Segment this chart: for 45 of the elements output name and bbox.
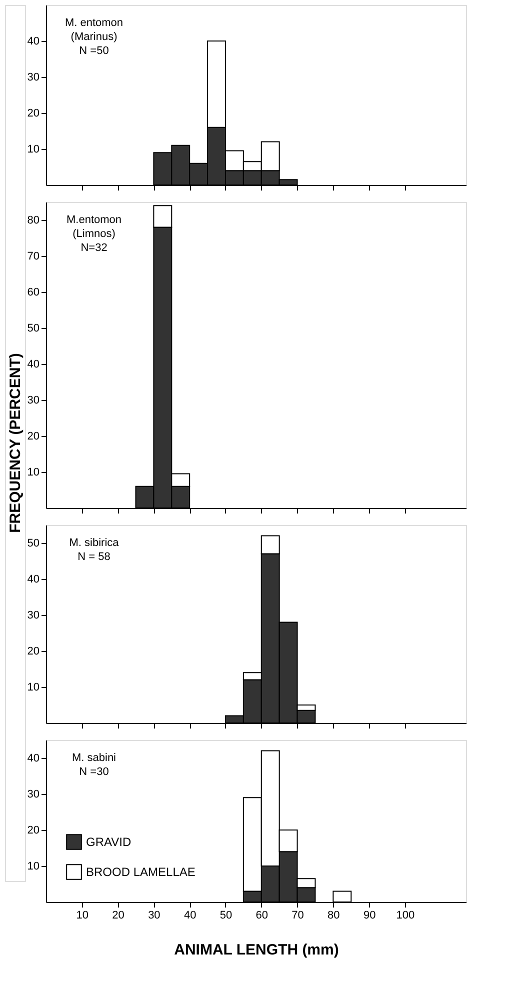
annotation: M. sibirica	[69, 537, 120, 549]
y-tick-label: 20	[27, 430, 40, 442]
annotation: N =50	[79, 45, 109, 57]
x-tick-label: 40	[184, 910, 196, 922]
annotation: N = 58	[78, 551, 110, 563]
y-axis-title: FREQUENCY (PERCENT)	[7, 353, 24, 533]
x-tick-label: 70	[292, 910, 304, 922]
y-tick-label: 30	[27, 610, 40, 622]
y-tick-label: 40	[27, 36, 40, 48]
annotation: N =30	[79, 766, 109, 778]
y-tick-label: 10	[27, 860, 40, 872]
x-tick-label: 10	[76, 910, 89, 922]
y-tick-label: 30	[27, 788, 40, 800]
y-tick-label: 20	[27, 824, 40, 836]
annotation: N=32	[80, 242, 108, 254]
annotation: (Marinus)	[70, 31, 118, 43]
annotation: M. sabini	[72, 752, 116, 764]
y-tick-label: 20	[27, 108, 40, 120]
y-tick-label: 50	[27, 322, 40, 334]
x-tick-label: 80	[328, 910, 340, 922]
x-axis-title: ANIMAL LENGTH (mm)	[174, 942, 339, 958]
y-tick-label: 50	[27, 538, 40, 550]
y-tick-label: 10	[27, 144, 40, 156]
y-tick-label: 40	[27, 752, 40, 764]
y-tick-label: 40	[27, 358, 40, 370]
annotation: M. entomon	[64, 17, 124, 29]
y-tick-label: 60	[27, 286, 40, 298]
y-tick-label: 70	[27, 250, 40, 262]
y-tick-label: 80	[27, 214, 40, 226]
y-tick-label: 10	[27, 466, 40, 478]
y-tick-label: 20	[27, 646, 40, 658]
x-tick-label: 30	[148, 910, 160, 922]
y-tick-label: 30	[27, 72, 40, 84]
annotation: (Limnos)	[72, 228, 116, 240]
x-tick-label: 50	[220, 910, 232, 922]
annotation: M.entomon	[66, 214, 122, 226]
legend-label: BROOD LAMELLAE	[86, 865, 196, 879]
x-tick-label: 20	[112, 910, 124, 922]
x-tick-label: 60	[256, 910, 268, 922]
y-tick-label: 30	[27, 394, 40, 406]
y-tick-label: 10	[27, 682, 40, 694]
legend-label: GRAVID	[86, 835, 132, 849]
x-tick-label: 90	[363, 910, 376, 922]
y-tick-label: 40	[27, 574, 40, 586]
x-tick-label: 100	[396, 910, 415, 922]
